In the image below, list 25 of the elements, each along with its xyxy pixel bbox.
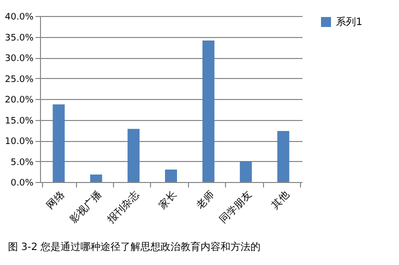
bar [52,104,65,182]
y-tick-label: 15.0% [4,116,34,126]
bar [128,128,140,182]
y-tick-label: 5.0% [10,158,34,168]
caption: 图 3-2 您是通过哪种途径了解思想政治教育内容和方法的 [8,240,261,254]
x-tick-label: 影视广播 [68,188,104,226]
legend-label: 系列1 [336,16,362,28]
bar [90,174,102,182]
x-tick-label: 报刊杂志 [104,188,142,226]
y-tick-label: 20.0% [4,96,34,106]
bar [277,130,290,182]
y-tick-label: 40.0% [4,12,34,22]
y-tick-label: 25.0% [4,74,34,85]
x-tick-label: 其他 [268,188,292,212]
x-tick-label: 老师 [194,188,217,212]
bar [165,170,177,182]
y-tick-label: 30.0% [4,54,34,64]
bar [240,161,252,182]
x-tick-label: 家长 [156,188,180,212]
x-tick-label: 网络 [44,188,67,212]
bar [202,40,214,182]
x-tick-label: 同学朋友 [217,188,254,226]
y-tick-label: 10.0% [4,137,34,147]
y-tick-label: 0.0% [10,178,34,188]
y-tick-label: 35.0% [4,33,34,44]
